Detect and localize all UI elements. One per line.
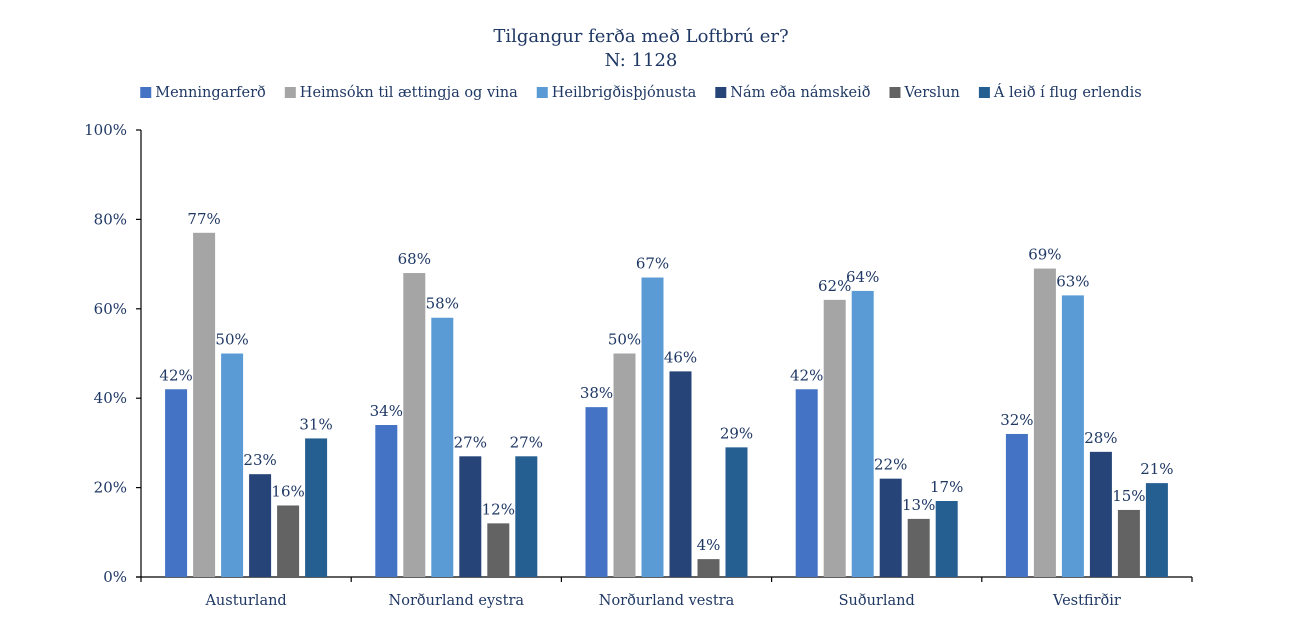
bar <box>641 277 664 577</box>
bar <box>879 478 902 577</box>
x-tick-label: Norðurland eystra <box>389 593 525 609</box>
x-axis: Austurland Norðurland eystra Norðurland ve… <box>136 576 1193 609</box>
bar <box>907 518 930 577</box>
bar <box>375 425 398 577</box>
data-label: 21% <box>1140 460 1173 478</box>
x-tick-label: Vestfirðir <box>1052 593 1121 609</box>
bar <box>669 371 692 577</box>
legend-swatch <box>978 87 990 98</box>
bars <box>165 232 1168 577</box>
y-axis: 0% 20% 40% 60% 80% 100% <box>84 121 142 586</box>
y-tick-label: 20% <box>94 479 127 497</box>
chart-title: Tilgangur ferða með Loftbrú er? <box>493 26 788 47</box>
data-label: 46% <box>664 348 697 366</box>
bar <box>193 232 216 577</box>
legend-item: Á leið í flug erlendis <box>978 83 1142 101</box>
bar <box>613 353 636 577</box>
data-label: 50% <box>215 331 248 349</box>
bar <box>515 456 538 577</box>
bar <box>459 456 482 577</box>
data-label: 32% <box>1000 411 1033 429</box>
legend-swatch <box>284 87 296 98</box>
bar <box>431 317 454 577</box>
legend-label: Heilbrigðisþjónusta <box>552 85 697 101</box>
data-label: 34% <box>370 402 403 420</box>
bar <box>851 290 874 577</box>
bar <box>305 438 328 577</box>
bar <box>403 273 426 577</box>
bar <box>1005 433 1028 577</box>
data-label: 62% <box>818 277 851 295</box>
bar <box>1117 509 1140 577</box>
bar <box>585 407 608 577</box>
data-label: 12% <box>482 500 515 518</box>
y-tick-label: 80% <box>94 210 127 228</box>
data-labels: 42% 77% 50% 23% 16% 31% 34% 68% 58% 27% 12% 27% 38% 5… <box>159 210 1173 554</box>
data-label: 17% <box>930 478 963 496</box>
legend-item: Nám eða námskeið <box>715 85 870 101</box>
data-label: 4% <box>697 536 721 554</box>
y-tick-label: 100% <box>84 121 127 139</box>
data-label: 31% <box>299 415 332 433</box>
legend-item: Menningarferð <box>140 85 266 101</box>
legend-item: Heilbrigðisþjónusta <box>536 85 697 101</box>
bar <box>1089 451 1112 577</box>
bar <box>221 353 244 577</box>
legend-label: Heimsókn til ættingja og vina <box>300 85 518 101</box>
y-tick-label: 40% <box>94 389 127 407</box>
data-label: 27% <box>454 433 487 451</box>
data-label: 13% <box>902 496 935 514</box>
bar <box>249 474 272 577</box>
bar <box>697 559 720 577</box>
x-tick-label: Austurland <box>204 593 286 609</box>
bar <box>487 523 510 577</box>
bar <box>725 447 748 577</box>
bar <box>277 505 300 577</box>
data-label: 42% <box>790 366 823 384</box>
data-label: 27% <box>510 433 543 451</box>
x-tick-label: Norðurland vestra <box>599 593 735 609</box>
x-tick-label: Suðurland <box>839 593 915 609</box>
bar <box>823 299 846 577</box>
data-label: 15% <box>1112 487 1145 505</box>
data-label: 64% <box>846 268 879 286</box>
legend-swatch <box>889 87 901 98</box>
legend-item: Heimsókn til ættingja og vina <box>284 85 518 101</box>
data-label: 38% <box>580 384 613 402</box>
legend-swatch <box>715 87 727 98</box>
data-label: 28% <box>1084 429 1117 447</box>
legend-swatch <box>140 87 152 98</box>
legend-item: Verslun <box>889 85 960 101</box>
y-tick-label: 60% <box>94 300 127 318</box>
data-label: 67% <box>636 255 669 273</box>
data-label: 63% <box>1056 272 1089 290</box>
legend-label: Verslun <box>903 85 959 101</box>
bar <box>165 389 188 577</box>
data-label: 68% <box>398 250 431 268</box>
bar <box>1033 268 1056 577</box>
data-label: 42% <box>159 366 192 384</box>
legend-label: Á leið í flug erlendis <box>993 83 1142 101</box>
data-label: 58% <box>426 295 459 313</box>
data-label: 50% <box>608 331 641 349</box>
data-label: 22% <box>874 456 907 474</box>
data-label: 29% <box>720 424 753 442</box>
legend-label: Menningarferð <box>155 85 266 101</box>
legend-swatch <box>536 87 548 98</box>
legend-label: Nám eða námskeið <box>730 85 870 101</box>
data-label: 16% <box>271 482 304 500</box>
chart-subtitle: N: 1128 <box>605 50 678 71</box>
y-tick-label: 0% <box>103 568 127 586</box>
bar <box>935 501 958 577</box>
bar <box>1145 483 1168 577</box>
data-label: 69% <box>1028 246 1061 264</box>
bar <box>1061 295 1084 577</box>
legend: Menningarferð Heimsókn til ættingja og vi… <box>140 83 1142 101</box>
data-label: 77% <box>187 210 220 228</box>
data-label: 23% <box>243 451 276 469</box>
bar <box>795 389 818 577</box>
